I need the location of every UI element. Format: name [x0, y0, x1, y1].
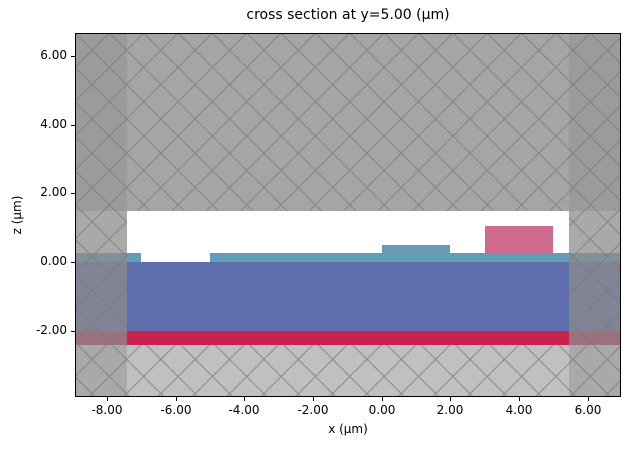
rib-bump: [382, 245, 450, 254]
y-axis-label: z (µm): [10, 195, 24, 235]
x-tick-mark: [176, 397, 177, 401]
y-tick-label: 0.00: [40, 254, 67, 268]
y-tick-mark: [71, 193, 75, 194]
y-tick-mark: [71, 56, 75, 57]
x-tick-label: 2.00: [436, 403, 464, 417]
plot-area: [75, 33, 621, 397]
y-tick-label: 2.00: [40, 185, 67, 199]
x-tick-label: -2.00: [297, 403, 329, 417]
pml-top: [127, 33, 569, 211]
chart-title: cross section at y=5.00 (µm): [246, 7, 450, 23]
pml-right-upper-overlap: [569, 33, 621, 211]
substrate-layer: [75, 331, 621, 345]
x-tick-label: 0.00: [368, 403, 396, 417]
y-tick-label: 6.00: [40, 48, 67, 62]
x-tick-mark: [244, 397, 245, 401]
y-tick-label: -2.00: [35, 323, 67, 337]
pink-block: [485, 226, 553, 254]
x-tick-mark: [519, 397, 520, 401]
pml-bottom: [127, 345, 569, 397]
x-tick-label: -8.00: [91, 403, 123, 417]
y-tick-mark: [71, 331, 75, 332]
x-tick-mark: [450, 397, 451, 401]
y-tick-label: 4.00: [40, 117, 67, 131]
y-tick-mark: [71, 125, 75, 126]
y-tick-mark: [71, 262, 75, 263]
pml-left-upper-overlap: [75, 33, 127, 211]
x-tick-mark: [313, 397, 314, 401]
x-axis-label: x (µm): [328, 422, 368, 436]
slab-right: [210, 253, 621, 262]
x-tick-label: -6.00: [160, 403, 192, 417]
x-tick-label: -4.00: [228, 403, 260, 417]
x-tick-label: 4.00: [505, 403, 533, 417]
x-tick-mark: [382, 397, 383, 401]
x-tick-mark: [588, 397, 589, 401]
x-tick-mark: [107, 397, 108, 401]
box-oxide-slab: [75, 262, 621, 331]
x-tick-label: 6.00: [574, 403, 602, 417]
